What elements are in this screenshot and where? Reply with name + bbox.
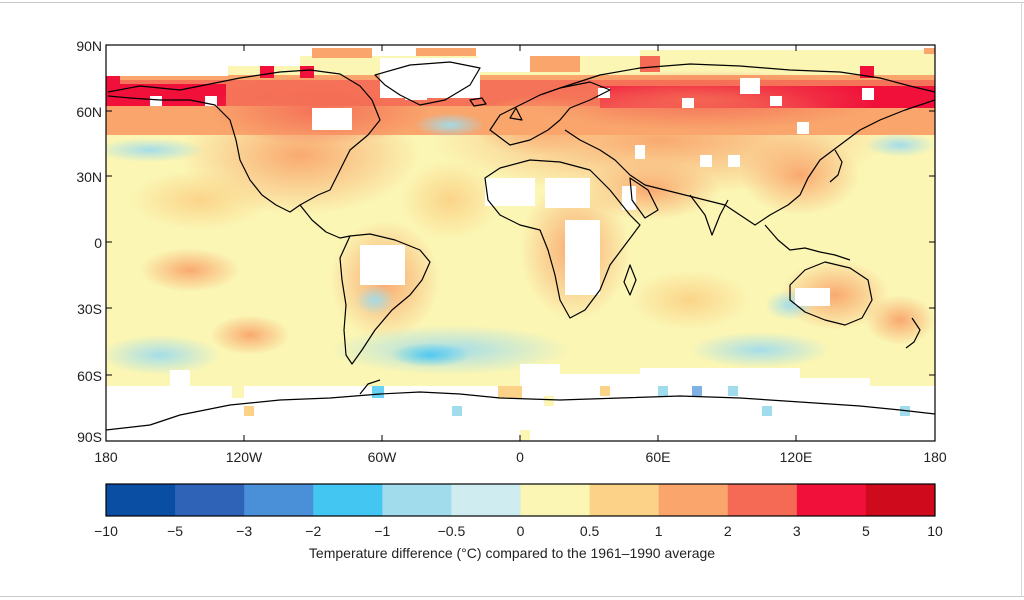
legend-swatch	[727, 484, 798, 516]
anomaly-atlantic	[400, 160, 500, 240]
anomaly-southern-ocean-cool-2	[106, 335, 220, 375]
no-data-canada-1	[312, 108, 352, 130]
lon-label: 120W	[226, 449, 263, 465]
coastline-uk	[509, 107, 523, 121]
legend-colorbar	[106, 484, 936, 516]
coastline-madagascar	[623, 264, 637, 296]
legend-swatch	[796, 484, 867, 516]
coastline-asia	[559, 63, 935, 226]
anomaly-south-pacific	[865, 295, 935, 345]
lat-label: 0	[94, 235, 102, 251]
coastline-japan	[829, 149, 843, 183]
coastline-south-america	[339, 233, 431, 365]
legend-tick-label: −1	[374, 523, 390, 539]
legend-tick-label: 1	[655, 523, 663, 539]
lon-label: 0	[516, 449, 524, 465]
anomaly-southern-ocean-strong-cool	[390, 343, 470, 367]
legend-swatch	[382, 484, 452, 516]
legend-tick-label: 0.5	[580, 523, 600, 539]
anomaly-south-atlantic-cool	[355, 285, 395, 315]
anomaly-pacific-1	[140, 248, 240, 292]
anomaly-europe	[470, 95, 610, 155]
legend-tick-label: 5	[862, 523, 870, 539]
coastline-north-america	[107, 69, 381, 213]
anomaly-northwest-pacific-cool	[865, 133, 935, 157]
coastline-africa	[484, 159, 641, 319]
coastline-australia	[789, 261, 873, 326]
lon-label: 60E	[646, 449, 671, 465]
legend-tick-label: −3	[236, 523, 252, 539]
legend-caption: Temperature difference (°C) compared to …	[308, 545, 716, 561]
no-data-australia	[795, 288, 830, 306]
anomaly-indian-ocean	[630, 270, 750, 330]
coastlines	[106, 61, 935, 431]
map-tick-marks	[106, 44, 935, 442]
legend-tick-label: −10	[94, 523, 118, 539]
no-data-sahara-1	[485, 178, 535, 206]
legend-swatch	[520, 484, 591, 516]
anomaly-east-asia	[740, 135, 860, 215]
lat-label: 60S	[77, 368, 102, 384]
lon-label: 180	[923, 449, 947, 465]
coastline-southeast-asia	[764, 224, 851, 261]
anomaly-north-atlantic-cool	[415, 113, 485, 137]
legend-swatch	[589, 484, 660, 516]
coastline-antarctica	[106, 391, 935, 431]
legend-tick-label: 0	[517, 523, 525, 539]
legend-tick-label: 3	[793, 523, 801, 539]
legend-tick-label: 10	[927, 523, 943, 539]
arctic-extreme-band-west	[106, 84, 226, 106]
legend-swatch	[313, 484, 383, 516]
lat-label: 30S	[77, 301, 102, 317]
coastline-central-america	[299, 204, 351, 239]
no-data-southern-edge	[106, 364, 935, 400]
page-border-right	[1021, 2, 1022, 597]
lon-label: 180	[94, 449, 118, 465]
coastline-iceland	[469, 97, 487, 107]
lat-label: 60N	[76, 104, 102, 120]
lat-label: 90S	[77, 429, 102, 445]
no-data-sahara-2	[545, 178, 590, 208]
anomaly-southern-ocean-cool-3	[690, 332, 830, 368]
anomaly-tropical-pacific	[130, 170, 270, 230]
legend-tick-label: −0.5	[438, 523, 466, 539]
legend-swatch	[106, 484, 176, 516]
legend-swatch	[451, 484, 521, 516]
legend-swatch	[865, 484, 936, 516]
anomaly-pacific-2	[210, 315, 290, 355]
no-data-asia-4	[797, 122, 809, 134]
no-data-amazon	[360, 245, 405, 285]
lat-label: 90N	[76, 38, 102, 54]
legend-tick-label: −5	[167, 523, 183, 539]
legend-swatch	[244, 484, 314, 516]
no-data-asia-2	[728, 155, 740, 167]
latitude-labels: 90N 60N 30N 0 30S 60S 90S	[76, 38, 102, 445]
legend-tick-label: −2	[305, 523, 321, 539]
lon-label: 120E	[780, 449, 813, 465]
no-data-asia-3	[635, 145, 645, 159]
legend-swatch	[175, 484, 245, 516]
no-data-central-africa	[565, 220, 600, 295]
longitude-labels: 180 120W 60W 0 60E 120E 180	[94, 449, 947, 465]
legend-frame	[105, 483, 936, 517]
coastline-new-zealand	[905, 317, 921, 349]
anomaly-siberia	[520, 70, 880, 130]
coastline-europe	[489, 81, 611, 146]
lon-label: 60W	[368, 449, 398, 465]
anomaly-north-pacific-cool	[106, 138, 205, 162]
coastline-antarctic-peninsula	[359, 379, 381, 395]
map-panel	[106, 45, 935, 441]
legend-swatch	[658, 484, 729, 516]
coastline-greenland	[374, 61, 481, 106]
page-border-bottom	[0, 596, 1024, 597]
page-border-top	[0, 2, 1024, 3]
lat-label: 30N	[76, 169, 102, 185]
legend-tick-label: 2	[724, 523, 732, 539]
no-data-asia-1	[700, 155, 712, 167]
coastline-arabia	[629, 177, 659, 219]
coastline-india	[689, 194, 729, 236]
legend-tick-labels: −10 −5 −3 −2 −1 −0.5 0 0.5 1 2 3 5 10	[94, 523, 943, 539]
no-data-arabia	[622, 186, 636, 210]
